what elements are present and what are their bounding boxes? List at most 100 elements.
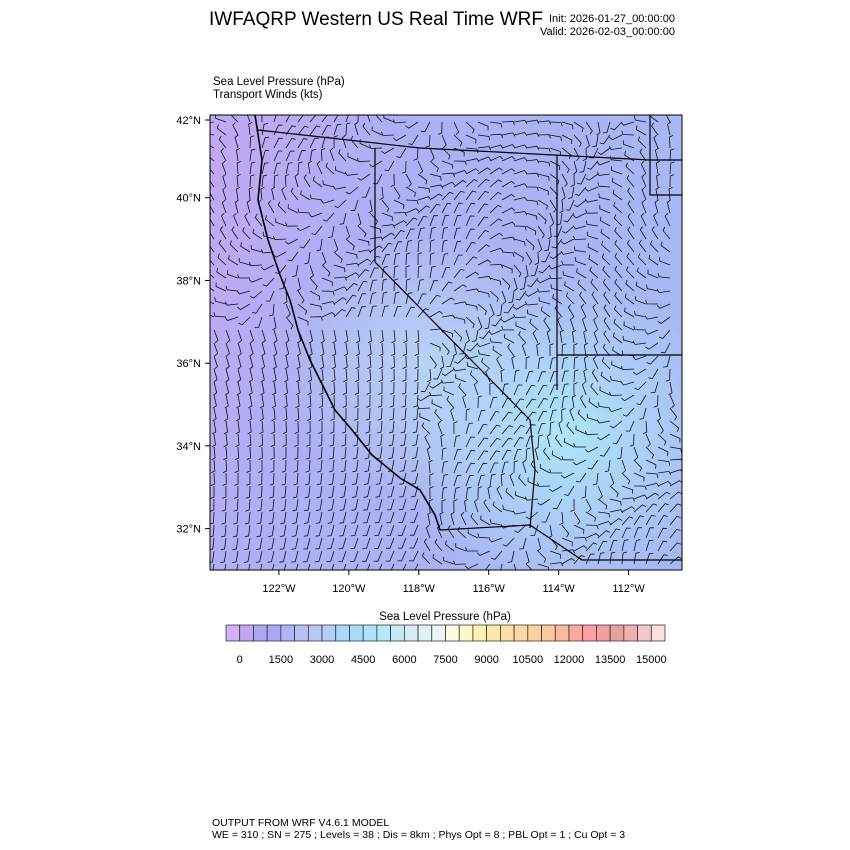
wind-barb (381, 131, 395, 136)
wind-barb (663, 355, 671, 368)
wind-barb (644, 315, 659, 320)
wind-barb (222, 186, 227, 201)
wind-barb (552, 498, 563, 510)
wind-barb (377, 420, 383, 434)
wind-barb (573, 555, 585, 565)
wind-barb (235, 186, 241, 201)
wind-barb (441, 181, 456, 188)
wind-barb (653, 212, 659, 227)
wind-barb (629, 433, 635, 447)
wind-barb (635, 296, 647, 305)
wind-barb (261, 149, 270, 162)
wind-barb (281, 186, 287, 201)
wind-barb (417, 308, 430, 318)
wind-barb (381, 212, 393, 221)
wind-barb (599, 216, 611, 227)
wind-barb (525, 436, 534, 448)
wind-barb (285, 150, 295, 162)
wind-barb (378, 563, 383, 570)
wind-barb (283, 290, 288, 305)
wind-barb (408, 134, 419, 145)
wind-barb (307, 381, 312, 396)
wind-barb (233, 511, 239, 525)
wind-barb (269, 459, 275, 473)
wind-barb (285, 303, 291, 318)
wind-barb (572, 459, 587, 466)
wind-barb (477, 437, 489, 448)
wind-barb (645, 472, 659, 478)
wind-barb (599, 134, 611, 145)
colorbar-box (554, 624, 570, 642)
wind-barb (565, 199, 575, 211)
wind-barb (224, 407, 229, 422)
wind-barb (261, 174, 268, 188)
wind-barb (213, 329, 219, 344)
wind-barb (379, 186, 384, 201)
wind-barb (476, 550, 491, 556)
footer-line2: WE = 310 ; SN = 275 ; Levels = 38 ; Dis … (212, 829, 626, 841)
wind-barb (624, 307, 635, 318)
wind-barb (669, 174, 675, 188)
wind-barb (414, 563, 419, 570)
wind-barb (356, 329, 361, 344)
wind-barb (352, 459, 359, 473)
wind-barb (593, 329, 599, 344)
colorbar-box (321, 624, 337, 642)
wind-barb (465, 329, 470, 344)
wind-barb (309, 316, 323, 321)
wind-barb (621, 527, 631, 539)
wind-barb (340, 446, 347, 460)
wind-barb (375, 115, 383, 123)
wind-barb (657, 316, 671, 324)
wind-barb (317, 433, 323, 447)
wind-barb (248, 186, 253, 201)
wind-barb (662, 226, 671, 240)
wind-barb (525, 159, 540, 164)
wind-barb (244, 524, 251, 538)
wind-barb (596, 121, 601, 136)
wind-barb (271, 407, 276, 422)
wind-barb (357, 258, 371, 266)
wind-barb (484, 563, 491, 570)
wind-barb (259, 420, 264, 435)
wind-barb (634, 310, 647, 318)
wind-barb (403, 329, 408, 344)
wind-barb (363, 498, 371, 511)
wind-barb (287, 204, 299, 214)
wind-barb (600, 371, 611, 383)
wind-barb (316, 485, 323, 499)
wind-barb (240, 242, 251, 253)
wind-barb (561, 357, 568, 370)
wind-barb (501, 461, 509, 474)
wind-barb (333, 115, 339, 123)
wind-barb (364, 446, 371, 460)
wind-barb (580, 303, 587, 318)
wind-barb (590, 383, 599, 396)
wind-barb (549, 397, 559, 409)
wind-barb (525, 424, 536, 435)
wind-barb (608, 145, 623, 150)
wind-barb (466, 342, 479, 352)
wind-barb (561, 557, 575, 565)
wind-barb (216, 124, 227, 136)
wind-barb (429, 227, 436, 240)
wind-barb (388, 446, 395, 460)
wind-barb (452, 367, 467, 372)
wind-barb (561, 549, 576, 554)
wind-barb (501, 221, 516, 227)
wind-barb (513, 211, 528, 216)
wind-barb (384, 160, 395, 172)
wind-barb (509, 472, 515, 487)
wind-barb (489, 179, 503, 188)
colorbar-box (225, 624, 241, 642)
wind-barb (441, 461, 448, 474)
wind-barb (537, 550, 547, 563)
wind-barb (327, 511, 335, 524)
wind-barb (612, 332, 623, 344)
wind-barb (437, 121, 443, 135)
wind-barb (367, 342, 372, 357)
wind-barb (524, 264, 529, 279)
wind-barb (280, 511, 287, 525)
wind-barb (563, 437, 575, 448)
colorbar-box (307, 624, 323, 642)
